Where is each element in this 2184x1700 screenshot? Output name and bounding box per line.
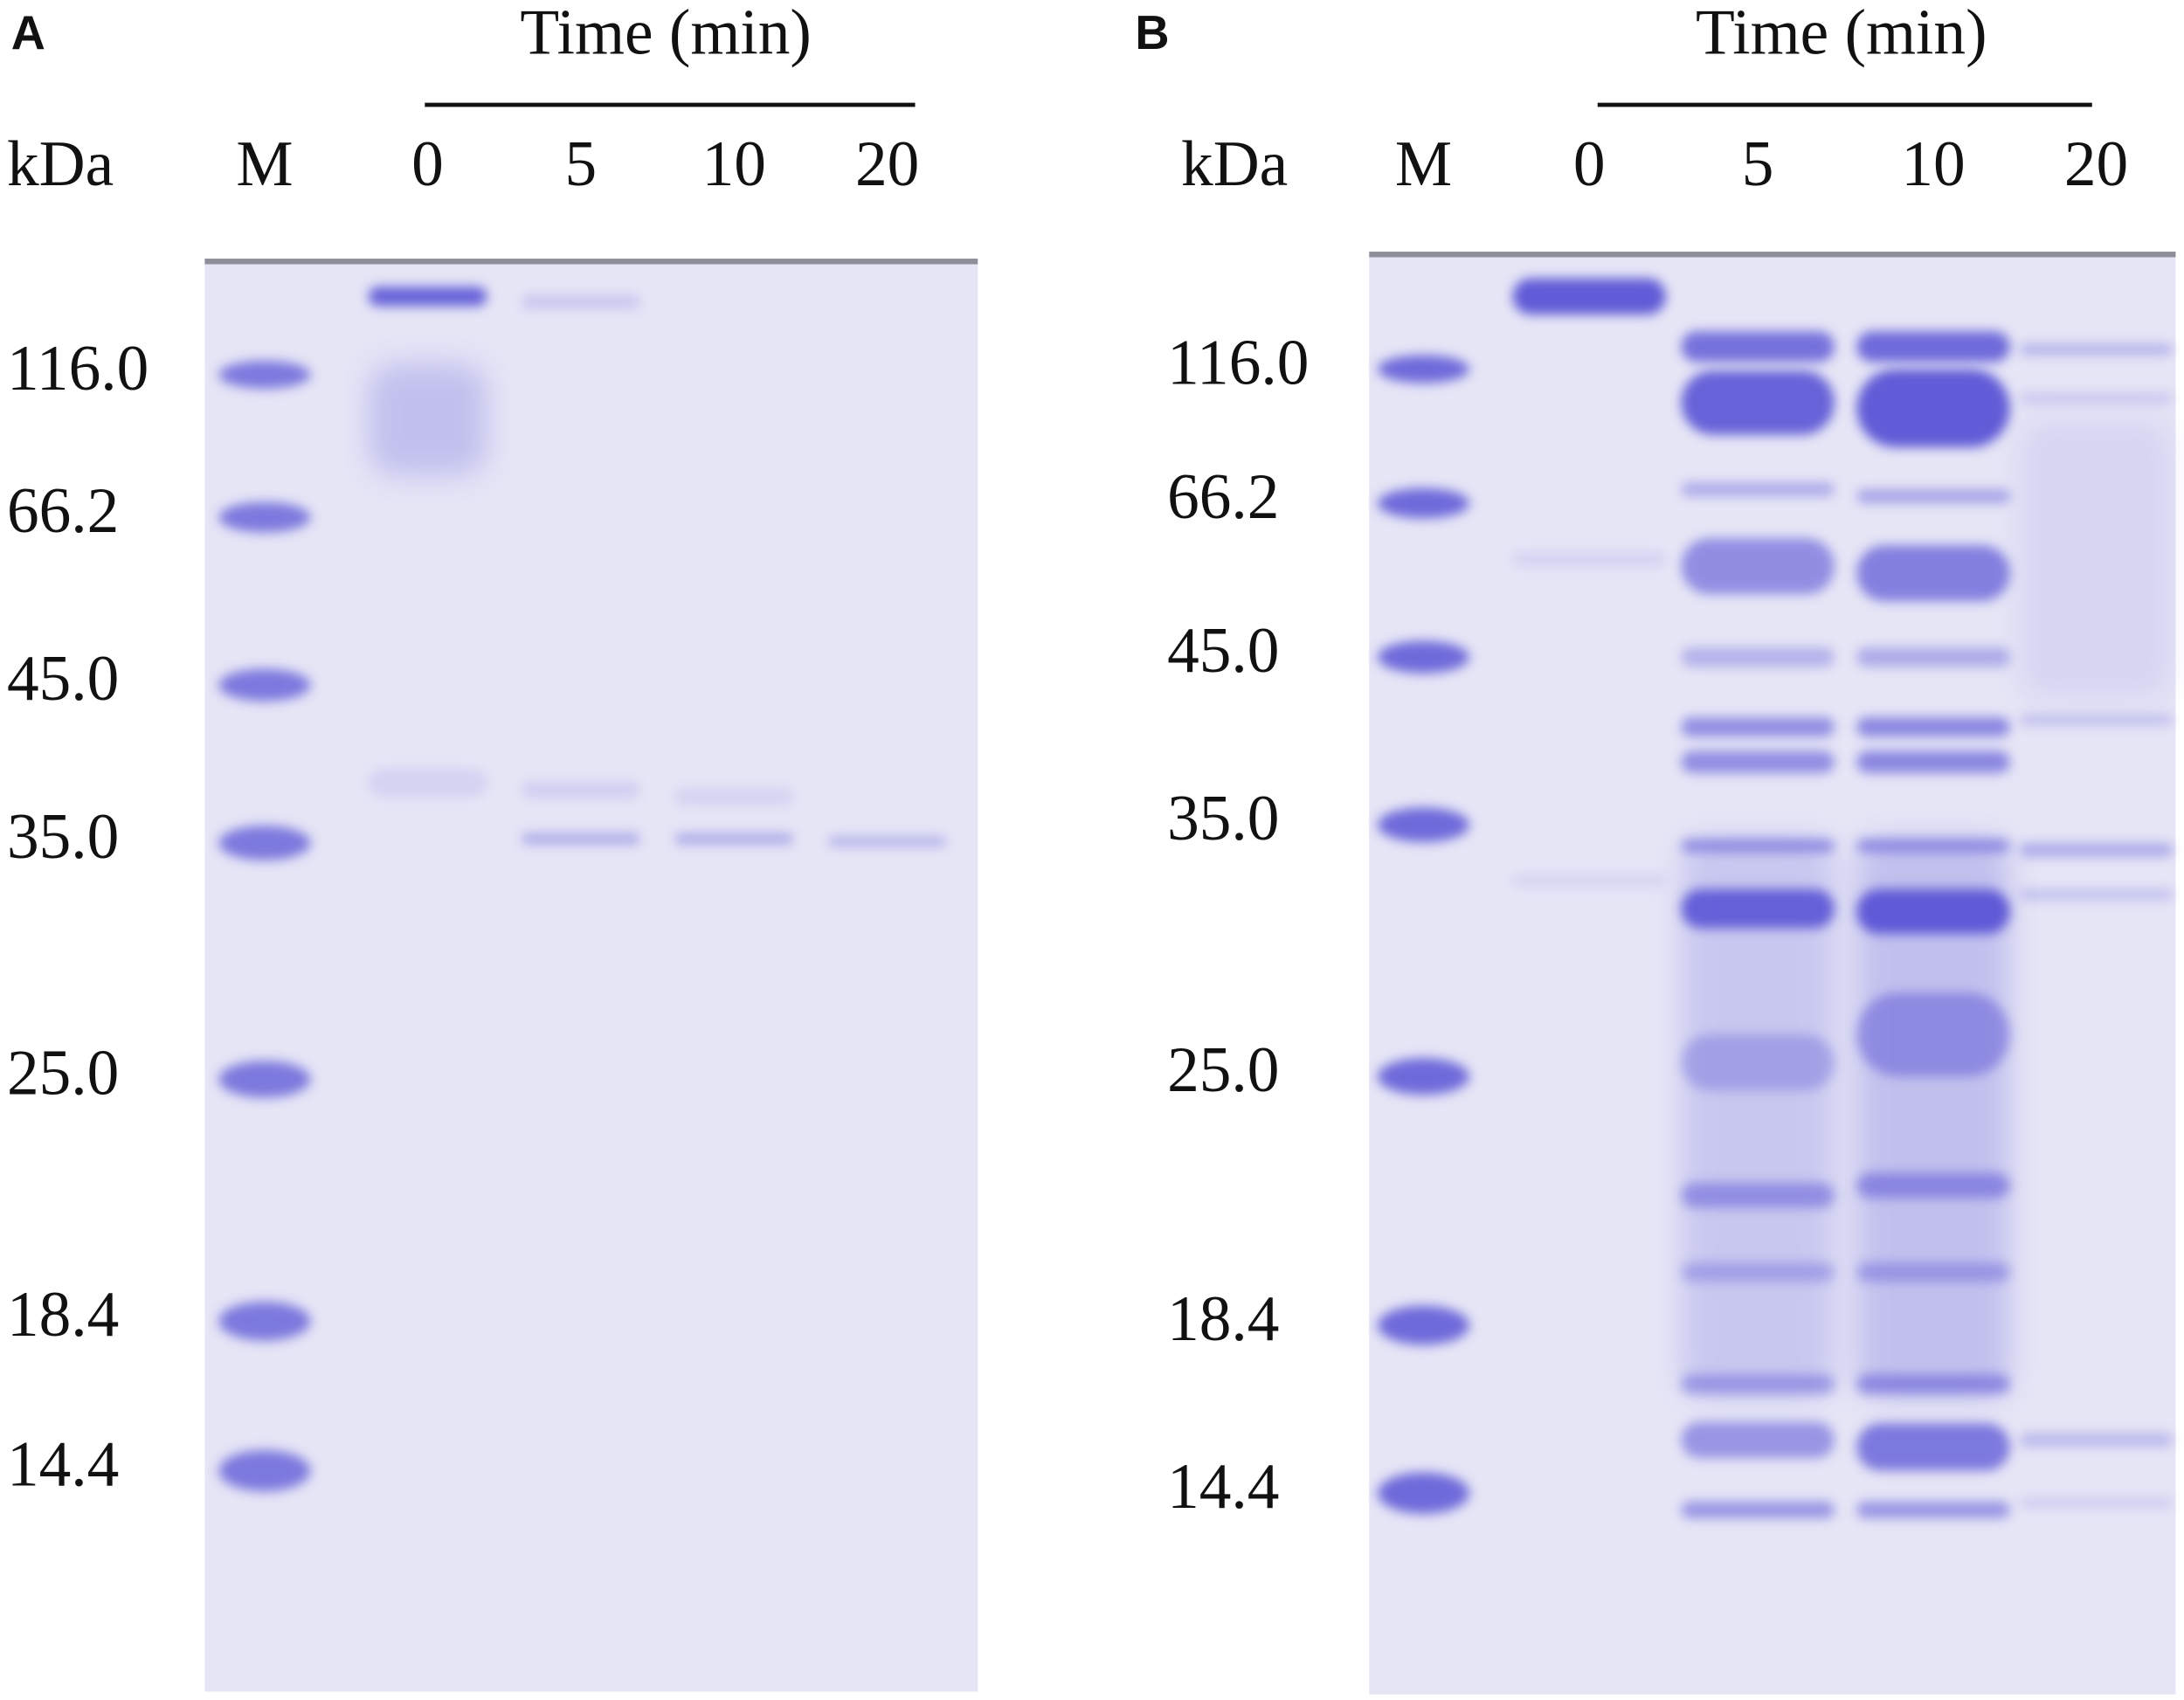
protein-band xyxy=(1512,552,1666,567)
marker-band xyxy=(1377,1058,1470,1095)
gel-panel: B Time (min) kDa M 0 5 10 20 116.0 66.2 45.0 35.0 25… xyxy=(1135,0,2176,1695)
protein-band xyxy=(1856,716,2010,737)
protein-band xyxy=(674,788,794,805)
protein-band xyxy=(1856,1501,2010,1518)
panel-letter: A xyxy=(11,6,45,59)
marker-band xyxy=(218,1449,311,1492)
lane-label: M xyxy=(1395,128,1452,199)
lane-label: 0 xyxy=(411,128,444,199)
marker-label: 66.2 xyxy=(7,475,119,546)
gel-top-edge xyxy=(204,259,978,265)
panel-letter: B xyxy=(1135,6,1169,59)
protein-band xyxy=(2019,1433,2174,1448)
lane-label: 20 xyxy=(2064,128,2128,199)
marker-label: 35.0 xyxy=(7,801,119,872)
lane-label: 5 xyxy=(565,128,598,199)
protein-band xyxy=(1681,331,1835,363)
protein-band xyxy=(368,287,487,307)
lane-label: 20 xyxy=(855,128,919,199)
protein-band xyxy=(1856,489,2010,504)
unit-label: kDa xyxy=(1181,128,1288,199)
lane-smear xyxy=(368,363,487,476)
protein-band xyxy=(1681,716,1835,737)
marker-label: 18.4 xyxy=(1167,1283,1279,1354)
protein-band xyxy=(674,833,794,845)
marker-band xyxy=(218,826,311,860)
protein-band xyxy=(1681,538,1835,595)
marker-label: 25.0 xyxy=(1167,1034,1279,1105)
protein-band xyxy=(2019,392,2174,404)
lane-label: 10 xyxy=(702,128,766,199)
marker-label: 116.0 xyxy=(7,333,149,404)
protein-band xyxy=(1512,278,1666,315)
marker-band xyxy=(1377,1472,1470,1514)
protein-band xyxy=(1681,646,1835,667)
lane-label: 10 xyxy=(1901,128,1965,199)
protein-band xyxy=(1681,1501,1835,1518)
marker-label: 14.4 xyxy=(7,1428,119,1499)
marker-band xyxy=(1377,807,1470,843)
protein-band xyxy=(1512,874,1666,887)
protein-band xyxy=(827,836,947,847)
marker-label: 35.0 xyxy=(1167,783,1279,853)
protein-band xyxy=(1856,646,2010,667)
marker-band xyxy=(218,360,311,389)
time-label: Time (min) xyxy=(1696,0,1987,68)
protein-band xyxy=(1681,370,1835,435)
lane-smear xyxy=(2019,419,2174,700)
gel-top-edge xyxy=(1369,252,2176,258)
protein-band xyxy=(2019,343,2174,356)
lane-smear xyxy=(1681,839,1835,1399)
marker-band xyxy=(1377,640,1470,674)
protein-band xyxy=(1856,545,2010,602)
protein-band xyxy=(2019,1498,2174,1508)
marker-band xyxy=(218,1301,311,1341)
marker-band xyxy=(1377,487,1470,519)
lane-label: M xyxy=(236,128,293,199)
marker-band xyxy=(218,1061,311,1098)
gel xyxy=(204,259,978,1692)
time-label: Time (min) xyxy=(520,0,811,68)
marker-label: 25.0 xyxy=(7,1037,119,1108)
marker-label: 45.0 xyxy=(7,643,119,714)
protein-band xyxy=(1681,750,1835,773)
marker-label: 18.4 xyxy=(7,1279,119,1350)
lane-smear xyxy=(1856,839,2010,1399)
marker-band xyxy=(1377,1305,1470,1345)
gel-panel: A Time (min) kDa M 0 5 10 20 116.0 66.2 45.0 35.0 25… xyxy=(7,0,978,1692)
protein-band xyxy=(1856,1423,2010,1471)
protein-band xyxy=(1856,750,2010,773)
protein-band xyxy=(1681,1421,1835,1459)
protein-band xyxy=(1856,369,2010,448)
protein-band xyxy=(2019,888,2174,901)
marker-band xyxy=(1377,355,1470,384)
protein-band xyxy=(2019,714,2174,726)
protein-band xyxy=(368,769,487,798)
marker-band xyxy=(218,668,311,701)
unit-label: kDa xyxy=(7,128,114,199)
protein-band xyxy=(1856,331,2010,363)
lane-label: 5 xyxy=(1742,128,1774,199)
protein-band xyxy=(1681,482,1835,497)
protein-band xyxy=(2019,842,2174,858)
marker-band xyxy=(218,501,311,533)
protein-band xyxy=(522,294,640,309)
marker-label: 14.4 xyxy=(1167,1451,1279,1522)
marker-label: 116.0 xyxy=(1167,327,1309,397)
protein-band xyxy=(522,833,640,845)
marker-label: 45.0 xyxy=(1167,615,1279,686)
marker-label: 66.2 xyxy=(1167,461,1279,532)
lane-label: 0 xyxy=(1573,128,1606,199)
protein-band xyxy=(522,781,640,798)
